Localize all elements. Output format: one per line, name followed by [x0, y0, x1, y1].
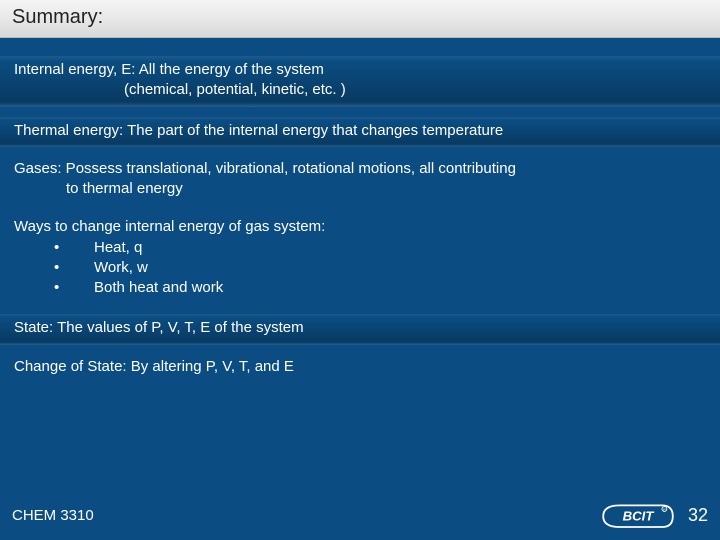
- ways-item-text: Work, w: [94, 258, 148, 278]
- change-state-text: Change of State: By altering P, V, T, an…: [14, 358, 294, 375]
- bcit-logo-icon: BCIT R: [602, 500, 674, 530]
- ways-item-text: Both heat and work: [94, 278, 223, 298]
- page-number: 32: [688, 505, 708, 526]
- internal-energy-line1: Internal energy, E: All the energy of th…: [14, 61, 324, 78]
- course-code: CHEM 3310: [12, 507, 94, 524]
- bullet-icon: •: [14, 278, 94, 298]
- thermal-energy-text: Thermal energy: The part of the internal…: [14, 122, 503, 139]
- list-item: • Both heat and work: [14, 278, 706, 298]
- slide-footer: CHEM 3310 BCIT R 32: [0, 494, 720, 540]
- slide-content: Internal energy, E: All the energy of th…: [0, 38, 720, 379]
- block-internal-energy: Internal energy, E: All the energy of th…: [0, 56, 720, 107]
- slide-title: Summary:: [12, 6, 103, 28]
- state-text: State: The values of P, V, T, E of the s…: [14, 319, 304, 336]
- ways-item-text: Heat, q: [94, 238, 142, 258]
- list-item: • Work, w: [14, 258, 706, 278]
- bullet-icon: •: [14, 238, 94, 258]
- block-change-state: Change of State: By altering P, V, T, an…: [14, 355, 706, 379]
- bullet-icon: •: [14, 258, 94, 278]
- block-ways: Ways to change internal energy of gas sy…: [14, 215, 706, 300]
- list-item: • Heat, q: [14, 238, 706, 258]
- logo-text: BCIT: [623, 508, 655, 523]
- footer-right: BCIT R 32: [602, 500, 708, 530]
- block-thermal-energy: Thermal energy: The part of the internal…: [0, 117, 720, 147]
- title-bar: Summary:: [0, 0, 720, 38]
- gases-line1: Gases: Possess translational, vibrationa…: [14, 160, 516, 177]
- block-gases: Gases: Possess translational, vibrationa…: [14, 157, 706, 202]
- svg-text:R: R: [663, 508, 666, 512]
- ways-intro: Ways to change internal energy of gas sy…: [14, 218, 325, 235]
- internal-energy-line2: (chemical, potential, kinetic, etc. ): [14, 80, 706, 100]
- gases-line2: to thermal energy: [14, 179, 706, 199]
- block-state: State: The values of P, V, T, E of the s…: [0, 314, 720, 344]
